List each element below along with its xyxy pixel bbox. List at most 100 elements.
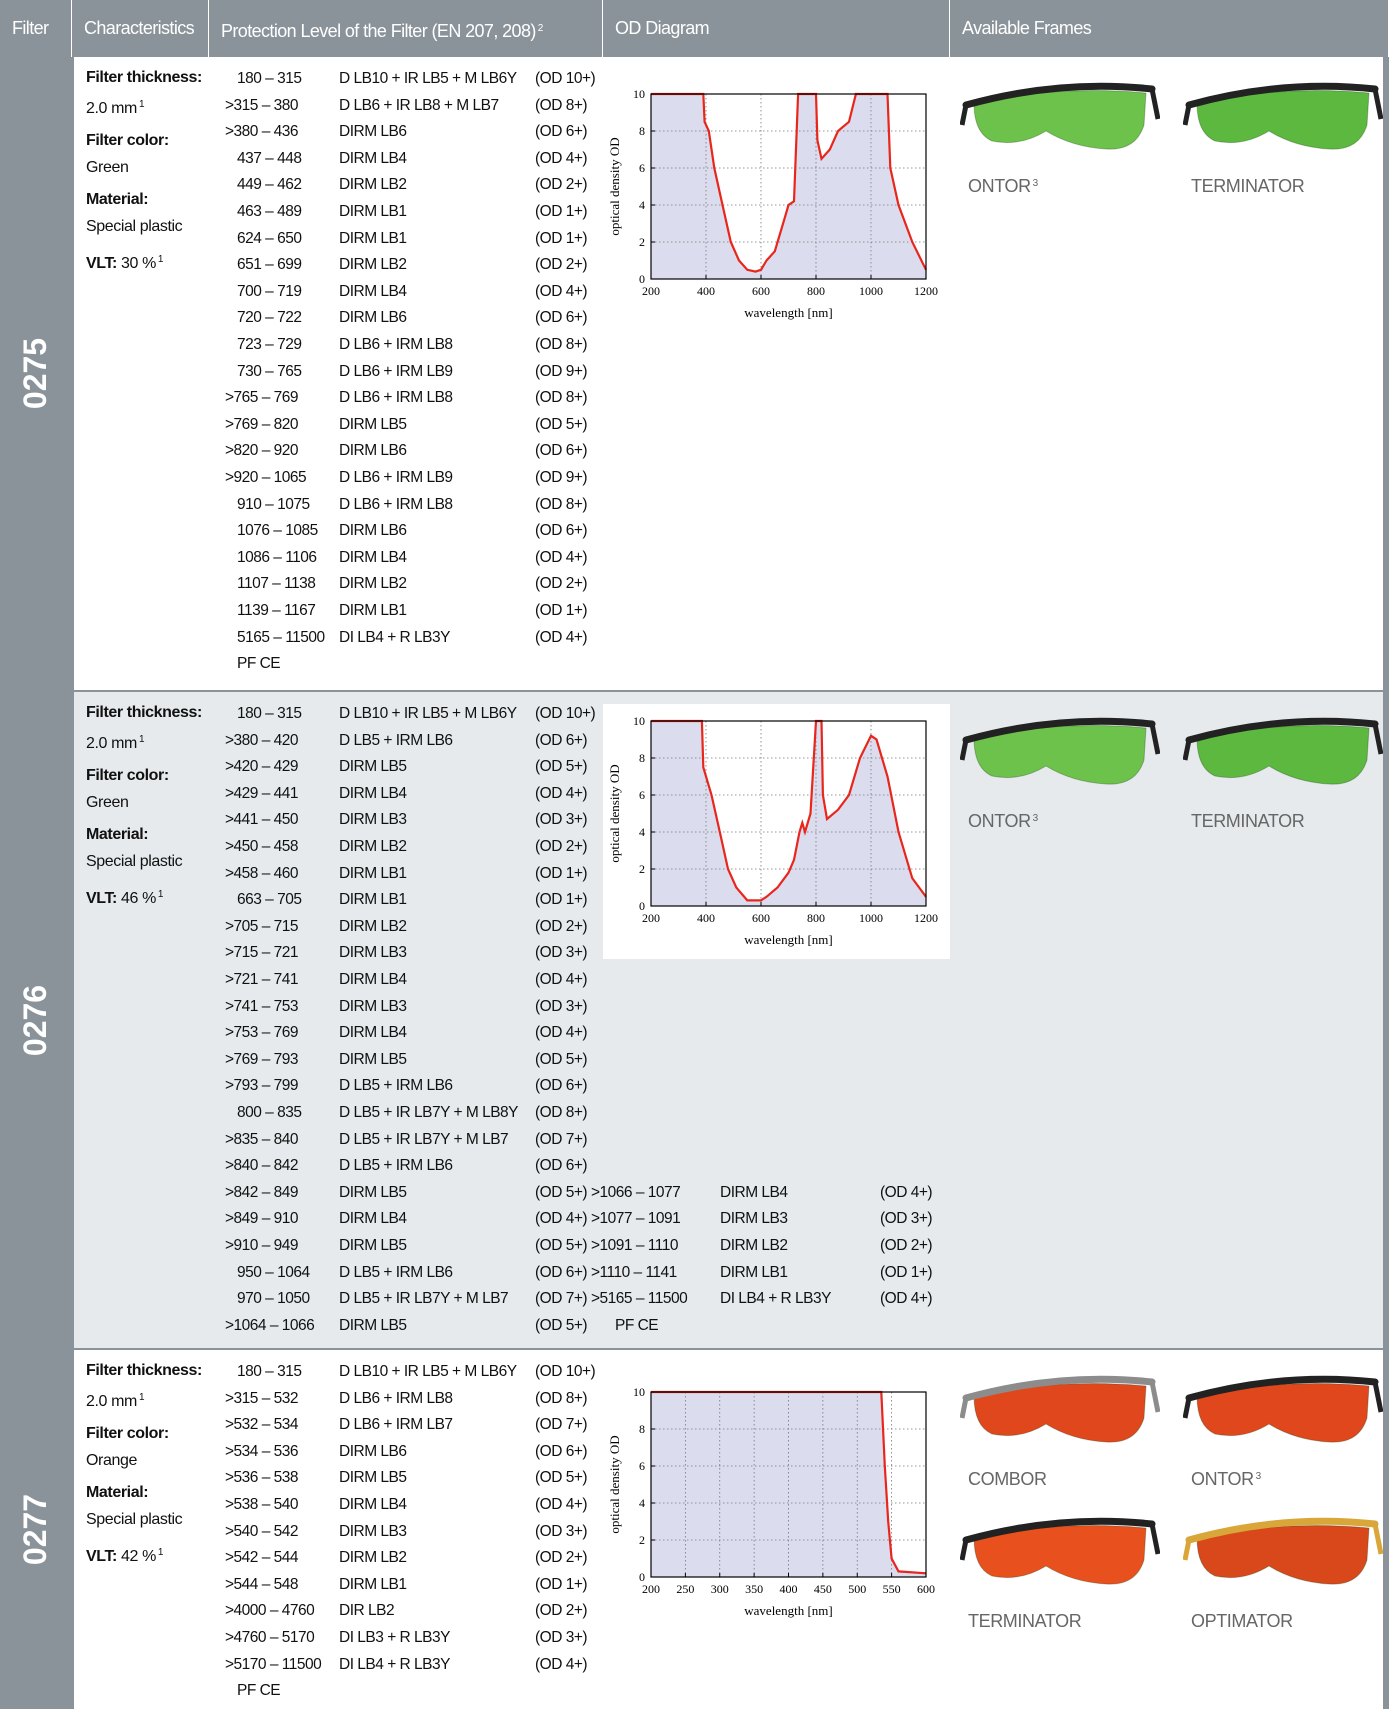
optical-density: (OD 5+) [535,1469,588,1487]
protection-spec: D LB10 + IR LB5 + M LB6Y [339,705,517,722]
y-axis-label: optical density OD [607,1435,622,1533]
wavelength-range: >450 – 458 [225,838,299,855]
frame-name: COMBOR [968,1469,1047,1490]
optical-density: (OD 7+) [535,1416,588,1434]
frame-label: TERMINATOR [1191,811,1305,831]
characteristic-line: Special plastic [86,849,211,876]
characteristics: Filter thickness: 2.0 mm 1 Filter color: Ora… [86,1358,211,1576]
characteristic: Material: Special plastic [86,187,211,240]
characteristic-value: Green [86,793,129,811]
protection-spec: D LB5 + IRM LB6 [339,1077,453,1095]
characteristic: Filter color: Orange [86,1421,211,1474]
protection-spec: D LB5 + IRM LB6 [339,1263,453,1281]
lens [973,90,1147,150]
x-tick-label: 200 [642,911,660,925]
characteristic-value: Special plastic [86,217,183,235]
x-tick-label: 200 [642,284,660,298]
wavelength-range: >458 – 460 [225,864,299,882]
wavelength-range: >842 – 849 [225,1183,299,1201]
frame-bar [962,82,1156,109]
wavelength-range: >315 – 380 [225,96,299,114]
characteristic: Filter thickness: 2.0 mm 1 [86,700,211,757]
frame-bar [1185,717,1379,744]
characteristic-value: Green [86,158,129,176]
od-diagram: 200 250 300 350 400 450 500 550 600 0 2 4 6 8 10 wavele… [607,1385,935,1618]
od-diagram: 200 400 600 800 1000 1200 0 2 4 6 8 10 wavelength [n… [607,87,938,320]
wavelength-range: >5170 – 11500 [225,1655,322,1673]
protection-spec: DIRM LB3 [720,1210,788,1228]
header-cell: Filter [0,0,72,57]
frame-name: TERMINATOR [1191,176,1305,197]
wavelength-range: >380 – 420 [225,731,299,749]
filter-row: Filter thickness: 2.0 mm 1 Filter color: Gre… [74,692,1383,1348]
protection-spec: DIRM LB5 [339,415,407,433]
characteristic-line: VLT: 42 % 1 [86,1540,211,1571]
frame-image [960,717,1160,785]
od-diagram: 200 400 600 800 1000 1200 0 2 4 6 8 10 wavelength [n… [603,704,950,959]
wavelength-range: 651 – 699 [237,256,302,274]
header-text: Protection Level of the Filter (EN 207, … [221,21,536,41]
frame-image [960,82,1160,150]
optical-density: (OD 10+) [535,1363,596,1380]
optical-density: (OD 3+) [535,811,588,829]
frame-image [1183,82,1383,150]
x-tick-label: 600 [752,911,770,925]
footnote-mark: 1 [157,1546,164,1558]
wavelength-range: 663 – 705 [237,891,302,909]
optical-density: (OD 4+) [535,282,588,300]
optical-density: (OD 2+) [535,256,588,274]
protection-spec: DI LB3 + R LB3Y [339,1629,450,1646]
y-axis-label: optical density OD [607,137,622,235]
temple [1183,104,1192,126]
optical-density: (OD 4+) [535,149,588,167]
wavelength-range: >5165 – 11500 [591,1290,688,1308]
y-tick-label: 2 [639,235,645,249]
wavelength-range: >820 – 920 [225,442,299,460]
lens [973,1383,1147,1443]
wavelength-range: 950 – 1064 [237,1263,310,1281]
wavelength-range: >429 – 441 [225,784,299,802]
optical-density: (OD 6+) [535,309,588,327]
optical-density: (OD 10+) [535,70,596,87]
protection-spec: DIRM LB4 [339,149,407,167]
protection-spec: DIRM LB2 [339,1549,407,1567]
y-tick-label: 2 [639,862,645,876]
characteristics: Filter thickness: 2.0 mm 1 Filter color: Gre… [86,700,211,918]
y-tick-label: 0 [639,1570,645,1584]
frame-label: TERMINATOR [1191,176,1305,196]
optical-density: (OD 6+) [535,1263,588,1281]
temple [960,1397,969,1419]
characteristic-line: Orange [86,1448,211,1475]
x-tick-label: 400 [697,911,715,925]
optical-density: (OD 6+) [535,731,588,749]
optical-density: (OD 7+) [535,1290,588,1308]
temple [1372,88,1383,120]
protection-spec: DIRM LB1 [720,1263,788,1281]
protection-spec: DIRM LB1 [339,864,407,882]
frame-image [1183,1517,1383,1585]
wavelength-range: >380 – 436 [225,123,299,141]
x-tick-label: 450 [814,1582,832,1596]
wavelength-range: >536 – 538 [225,1469,299,1487]
frame-bar [1185,1517,1379,1544]
footnote-mark: 2 [537,23,544,34]
protection-spec: D LB5 + IR LB7Y + M LB7 [339,1130,509,1148]
wavelength-range: >1064 – 1066 [225,1316,315,1334]
protection-spec: DIRM LB2 [339,838,407,855]
filter-number: 0277 [17,1493,54,1566]
optical-density: (OD 8+) [535,336,588,353]
characteristic: Filter color: Green [86,763,211,816]
optical-density: (OD 4+) [535,971,588,988]
characteristic: Material: Special plastic [86,1480,211,1533]
characteristic: Filter color: Green [86,128,211,181]
header-text: Filter [12,18,49,38]
optical-density: (OD 3+) [880,1210,933,1228]
wavelength-range: 1139 – 1167 [237,602,316,619]
y-tick-label: 6 [639,788,645,802]
optical-density: (OD 4+) [535,1210,588,1228]
lens [973,1525,1147,1585]
protection-spec: DIRM LB4 [339,548,407,566]
optical-density: (OD 5+) [535,1237,588,1254]
optical-density: (OD 6+) [535,1077,588,1095]
optical-density: (OD 4+) [535,1024,588,1042]
